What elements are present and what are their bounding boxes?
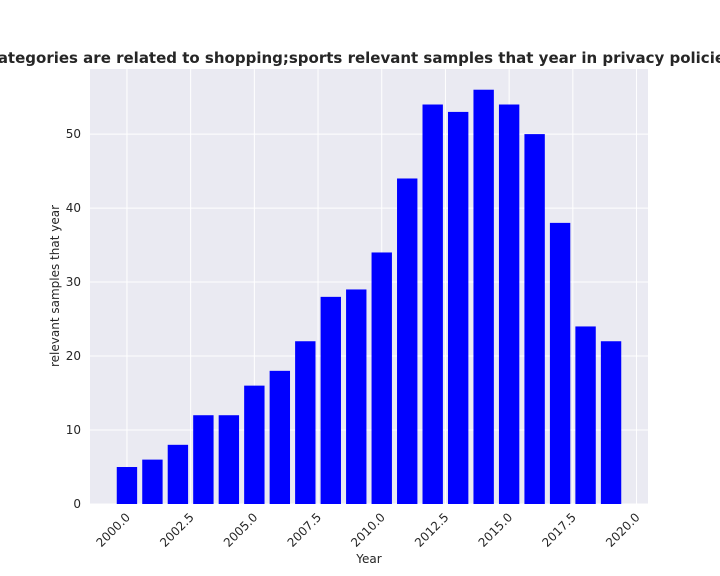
y-tick-label: 0 xyxy=(73,497,81,511)
y-axis-label: relevant samples that year xyxy=(48,205,62,367)
bar xyxy=(422,104,443,505)
x-tick-label: 2005.0 xyxy=(221,510,261,550)
bar xyxy=(167,444,189,504)
y-tick-label: 50 xyxy=(66,127,81,141)
bar xyxy=(371,252,392,504)
x-tick-label: 2002.5 xyxy=(157,510,197,550)
y-tick-labels: 0 10 20 30 40 50 xyxy=(66,127,81,511)
bar xyxy=(116,467,138,504)
x-tick-label: 2007.5 xyxy=(285,510,325,550)
bar xyxy=(193,415,214,504)
x-tick-label: 2012.5 xyxy=(412,510,452,550)
y-tick-label: 30 xyxy=(66,275,81,289)
bar xyxy=(447,111,469,504)
bar xyxy=(575,326,596,504)
bar xyxy=(346,289,367,504)
x-tick-label: 2015.0 xyxy=(476,510,516,550)
bar xyxy=(498,104,520,505)
x-tick-labels: 2000.0 2002.5 2005.0 2007.5 2010.0 2012.5 2015… xyxy=(93,510,642,550)
x-tick-label: 2000.0 xyxy=(93,510,133,550)
bar xyxy=(600,341,622,504)
y-tick-label: 40 xyxy=(66,201,81,215)
x-axis-label: Year xyxy=(355,552,381,566)
y-tick-label: 10 xyxy=(66,423,81,437)
bar xyxy=(269,370,291,504)
x-tick-label: 2017.5 xyxy=(539,510,579,550)
bar xyxy=(473,89,494,504)
bar xyxy=(244,385,265,504)
bar xyxy=(524,134,545,504)
y-tick-label: 20 xyxy=(66,349,81,363)
x-tick-label: 2010.0 xyxy=(348,510,388,550)
bar xyxy=(320,296,341,504)
bar xyxy=(142,459,163,504)
bar xyxy=(549,222,571,504)
x-tick-label: 2020.0 xyxy=(603,510,643,550)
bar xyxy=(218,415,240,504)
bar xyxy=(295,341,316,504)
bar xyxy=(397,178,418,504)
chart-title: When categories are related to shopping;… xyxy=(0,49,720,67)
bars xyxy=(116,89,622,505)
